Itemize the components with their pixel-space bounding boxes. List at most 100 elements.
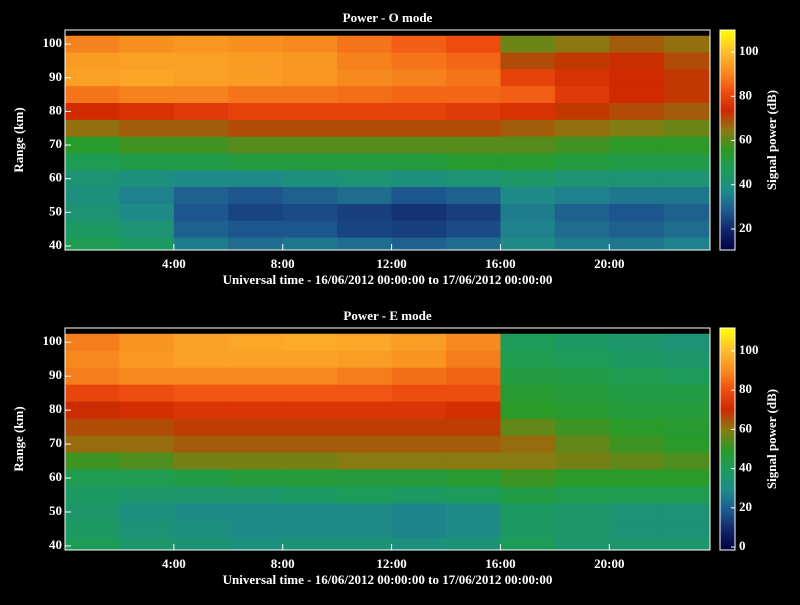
heatmap-cell [446,203,501,222]
colorbar-step [720,380,735,384]
heatmap-cell [554,220,610,239]
heatmap-cell [65,187,120,205]
heatmap-cell [282,452,338,471]
colorbar-step [720,469,735,472]
heatmap-cell [337,520,393,538]
heatmap-cell [282,136,338,154]
colorbar-step [720,414,735,418]
heatmap-cell [65,237,120,250]
heatmap-cell [500,86,556,104]
colorbar-step [720,192,735,195]
heatmap-cell [228,503,284,521]
heatmap-cell [337,119,393,138]
colorbar-step [720,491,735,495]
colorbar-step [720,92,735,95]
heatmap-cell [609,52,665,70]
heatmap-cell [337,187,393,205]
heatmap-cell [119,333,175,352]
heatmap-cell [173,220,229,239]
heatmap-cell [391,86,447,104]
colorbar-step [720,148,735,151]
colorbar-step [720,48,735,51]
y-axis-label: Range (km) [11,107,26,172]
y-tick-label: 90 [49,367,62,382]
heatmap-cell [228,86,284,104]
heatmap-cell [282,35,338,54]
heatmap-cell [391,384,447,403]
colorbar-step [720,503,735,507]
colorbar-step [720,330,735,333]
colorbar-step [720,392,735,396]
colorbar-step [720,80,735,83]
heatmap-cell [391,452,447,471]
heatmap-cell [282,153,338,171]
heatmap-cell [173,333,229,352]
colorbar-step [720,370,735,373]
colorbar-step [720,216,735,219]
colorbar-step [720,479,735,482]
heatmap-cell [554,401,610,420]
y-tick-label: 60 [49,469,62,484]
heatmap-cell [446,435,501,454]
heatmap-cell [609,503,665,521]
heatmap-cell [282,537,338,550]
x-tick-label: 20:00 [594,556,624,571]
colorbar-step [720,422,735,426]
heatmap-cell [609,469,665,488]
colorbar-step [720,473,735,476]
colorbar-step [720,533,735,537]
colorbar-tick-label: 80 [739,381,752,396]
heatmap-cell [119,102,175,121]
colorbar-step [720,332,735,335]
colorbar-step [720,495,735,499]
heatmap-cell [609,119,665,138]
y-tick-label: 50 [49,203,62,218]
colorbar-step [720,515,735,519]
heatmap-cell [500,170,556,188]
heatmap-cell [65,136,120,154]
colorbar-step [720,545,735,549]
colorbar-step [720,78,735,81]
heatmap-cell [391,69,447,87]
colorbar-step [720,116,735,119]
heatmap-cell [119,153,175,171]
heatmap-cell [119,537,175,550]
x-tick-label: 16:00 [485,556,515,571]
colorbar-step [720,547,735,551]
colorbar-step [720,236,735,239]
heatmap-cell [119,452,175,471]
colorbar-step [720,44,735,47]
heatmap-cell [228,350,284,369]
heatmap-cell [500,102,556,121]
heatmap-cell [119,503,175,521]
heatmap-cell [609,333,665,352]
colorbar-step [720,140,735,143]
heatmap-cell [337,69,393,87]
colorbar-tick-label: 40 [739,460,752,475]
colorbar-step [720,394,735,398]
heatmap-cell [119,170,175,188]
colorbar-step [720,96,735,99]
colorbar-step [720,214,735,217]
colorbar-step [720,336,735,339]
colorbar-label: Signal power (dB) [764,389,779,489]
heatmap-cell [173,350,229,369]
heatmap-cell [391,486,447,504]
heatmap-cell [337,435,393,454]
heatmap-cell [228,435,284,454]
heatmap-cell [228,333,284,352]
colorbar-step [720,541,735,545]
colorbar-step [720,467,735,470]
heatmap-cell [228,119,284,138]
heatmap-cell [119,203,175,222]
heatmap-cell [554,35,610,54]
heatmap-cell [282,503,338,521]
y-tick-label: 40 [49,537,62,552]
heatmap-cell [391,237,447,250]
colorbar-step [720,527,735,531]
heatmap-cell [173,119,229,138]
heatmap-cell [663,333,710,352]
heatmap-cell [500,503,556,521]
heatmap-cell [337,486,393,504]
colorbar-step [720,124,735,127]
